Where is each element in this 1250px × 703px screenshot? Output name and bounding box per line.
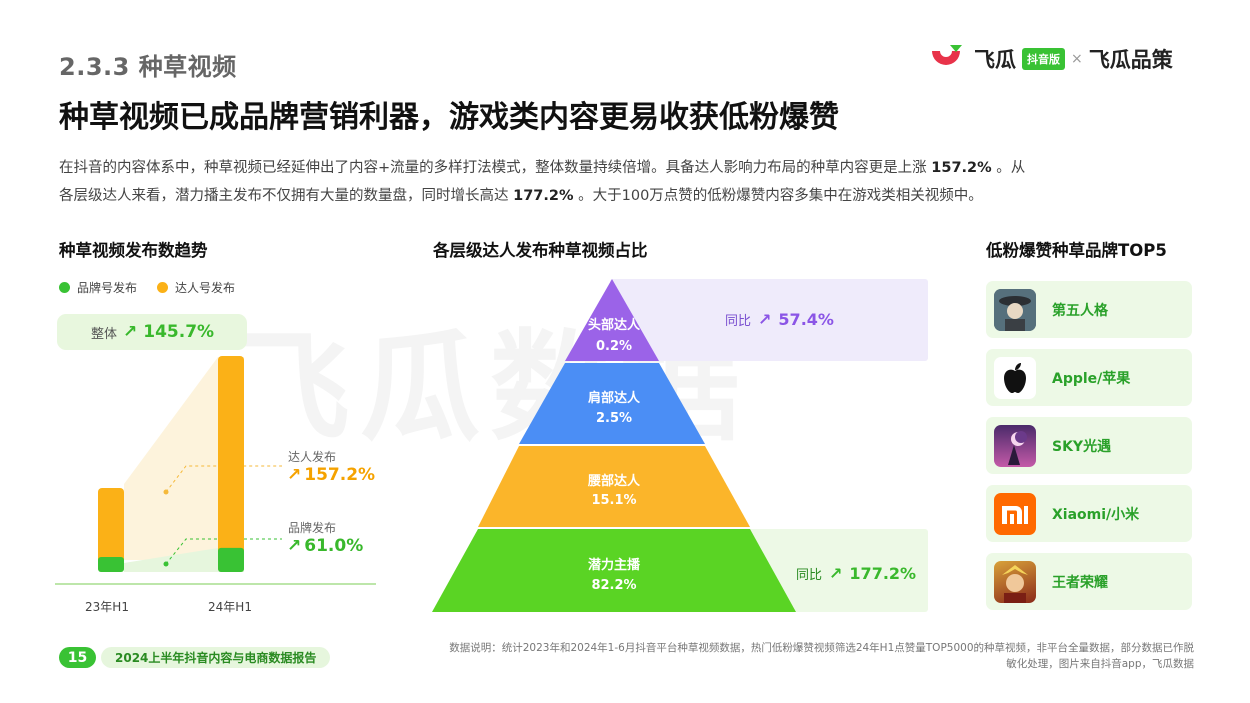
tier-label: 肩部达人	[588, 390, 641, 406]
page-number: 15	[59, 647, 96, 668]
brand-logo: 飞瓜 抖音版 × 飞瓜品策	[928, 43, 1173, 75]
yoy-label: 同比	[796, 568, 823, 583]
brand-growth-value: 61.0%	[304, 536, 364, 556]
brand-growth-label: 品牌发布	[288, 521, 337, 535]
x-tick-label: 24年H1	[208, 600, 252, 614]
legend-label-brand: 品牌号发布	[77, 281, 138, 295]
intro-line-1: 在抖音的内容体系中，种草视频已经延伸出了内容+流量的多样打法模式，整体数量持续倍…	[59, 154, 1199, 182]
left-panel-title: 种草视频发布数趋势	[59, 241, 208, 260]
legend-swatch-creator	[157, 282, 169, 293]
pyramid-chart: 头部达人 0.2% 肩部达人 2.5% 腰部达人 15.1% 潜力主播 82.2…	[432, 279, 796, 612]
bar-creator	[218, 355, 244, 572]
bottom-yoy-value: 177.2%	[849, 564, 917, 583]
tier-value: 82.2%	[591, 578, 636, 593]
top-yoy-value: 57.4%	[778, 310, 834, 329]
mid-panel-title: 各层级达人发布种草视频占比	[433, 241, 648, 260]
bar-chart: 23年H1 24年H1	[55, 355, 376, 614]
growth-area	[124, 357, 244, 560]
tier-label: 头部达人	[588, 317, 641, 333]
tier-value: 0.2%	[596, 339, 632, 354]
intro-text: 。大于100万点赞的低粉爆赞内容多集中在游戏类相关视频中。	[573, 188, 983, 204]
brand-card[interactable]: SKY光遇	[986, 417, 1192, 474]
brand-name: SKY光遇	[1052, 438, 1112, 455]
sky-game-icon	[994, 424, 1036, 467]
brand-growth: ↗ 61.0%	[287, 536, 363, 556]
bar-brand	[218, 547, 244, 572]
tier-label: 腰部达人	[587, 473, 641, 489]
legend-label-creator: 达人号发布	[175, 281, 236, 295]
pyramid-tier-waist	[478, 446, 750, 527]
intro-text: 在抖音的内容体系中，种草视频已经延伸出了内容+流量的多样打法模式，整体数量持续倍…	[59, 160, 932, 176]
brand-leader-line	[165, 538, 282, 565]
intro-highlight: 157.2%	[931, 160, 992, 176]
logo-partner-name: 飞瓜品策	[1088, 48, 1173, 72]
bar-creator	[98, 488, 124, 572]
pyramid-tier-potential	[432, 529, 796, 612]
overall-value: 145.7%	[143, 322, 215, 342]
up-arrow-icon: ↗	[758, 310, 772, 329]
overall-growth-badge: 整体 ↗ 145.7%	[57, 314, 247, 350]
footnote-line: 敏化处理，图片来自抖音app，飞瓜数据	[1006, 658, 1194, 670]
creator-leader-dot	[163, 489, 169, 495]
top-yoy-band	[610, 279, 928, 361]
intro-line-2: 各层级达人来看，潜力播主发布不仅拥有大量的数量盘，同时增长高达 177.2% 。…	[59, 182, 1199, 210]
growth-area-brand	[124, 548, 244, 572]
pyramid-tier-top	[565, 279, 659, 361]
intro-highlight: 177.2%	[513, 188, 574, 204]
creator-leader-line	[165, 465, 282, 493]
section-label: 2.3.3 种草视频	[59, 53, 237, 81]
brand-name: Apple/苹果	[1052, 370, 1131, 387]
bar-brand	[98, 557, 124, 572]
intro-text: 。从	[991, 160, 1026, 176]
brand-leader-dot	[163, 561, 169, 567]
top-yoy: 同比 ↗ 57.4%	[725, 310, 834, 329]
tier-value: 15.1%	[591, 493, 636, 508]
bottom-yoy: 同比 ↗ 177.2%	[796, 564, 916, 583]
data-footnote: 数据说明：统计2023年和2024年1-6月抖音平台种草视频数据，热门低粉爆赞视…	[364, 640, 1194, 672]
brand-card[interactable]: 第五人格	[986, 281, 1192, 338]
identity-v-game-icon	[994, 288, 1036, 331]
xiaomi-logo-icon	[994, 492, 1036, 535]
pyramid-tier-shoulder	[519, 363, 705, 444]
logo-separator: ×	[1071, 51, 1083, 67]
footnote-line: 数据说明：统计2023年和2024年1-6月抖音平台种草视频数据，热门低粉爆赞视…	[449, 642, 1194, 654]
up-arrow-icon: ↗	[829, 564, 843, 583]
tier-value: 2.5%	[596, 411, 632, 426]
report-title: 2024上半年抖音内容与电商数据报告	[101, 647, 331, 668]
logo-badge: 抖音版	[1022, 48, 1065, 70]
brand-card[interactable]: Apple/苹果	[986, 349, 1192, 406]
overall-label: 整体	[91, 326, 118, 342]
intro-text: 各层级达人来看，潜力播主发布不仅拥有大量的数量盘，同时增长高达	[59, 188, 514, 204]
creator-growth-label: 达人发布	[288, 450, 337, 464]
tier-label: 潜力主播	[588, 557, 641, 573]
brand-name: 第五人格	[1052, 302, 1108, 319]
creator-growth: ↗ 157.2%	[287, 465, 375, 485]
logo-name: 飞瓜	[974, 48, 1016, 72]
up-arrow-icon: ↗	[123, 322, 138, 342]
yoy-label: 同比	[725, 314, 752, 329]
chart-legend: 品牌号发布 达人号发布	[59, 279, 235, 296]
feigua-logo-icon	[932, 45, 962, 65]
x-tick-label: 23年H1	[85, 600, 129, 614]
apple-logo-icon	[994, 356, 1036, 399]
brand-card[interactable]: 王者荣耀	[986, 553, 1192, 610]
up-arrow-icon: ↗	[287, 465, 302, 485]
up-arrow-icon: ↗	[287, 536, 302, 556]
brand-name: 王者荣耀	[1052, 574, 1108, 591]
right-panel-title: 低粉爆赞种草品牌TOP5	[986, 241, 1167, 260]
intro-paragraph: 在抖音的内容体系中，种草视频已经延伸出了内容+流量的多样打法模式，整体数量持续倍…	[59, 154, 1199, 210]
brand-card[interactable]: Xiaomi/小米	[986, 485, 1192, 542]
honor-of-kings-game-icon	[994, 560, 1036, 603]
page-title: 种草视频已成品牌营销利器，游戏类内容更易收获低粉爆赞	[59, 100, 839, 135]
brand-name: Xiaomi/小米	[1052, 506, 1140, 523]
legend-swatch-brand	[59, 282, 70, 293]
creator-growth-value: 157.2%	[304, 465, 376, 485]
